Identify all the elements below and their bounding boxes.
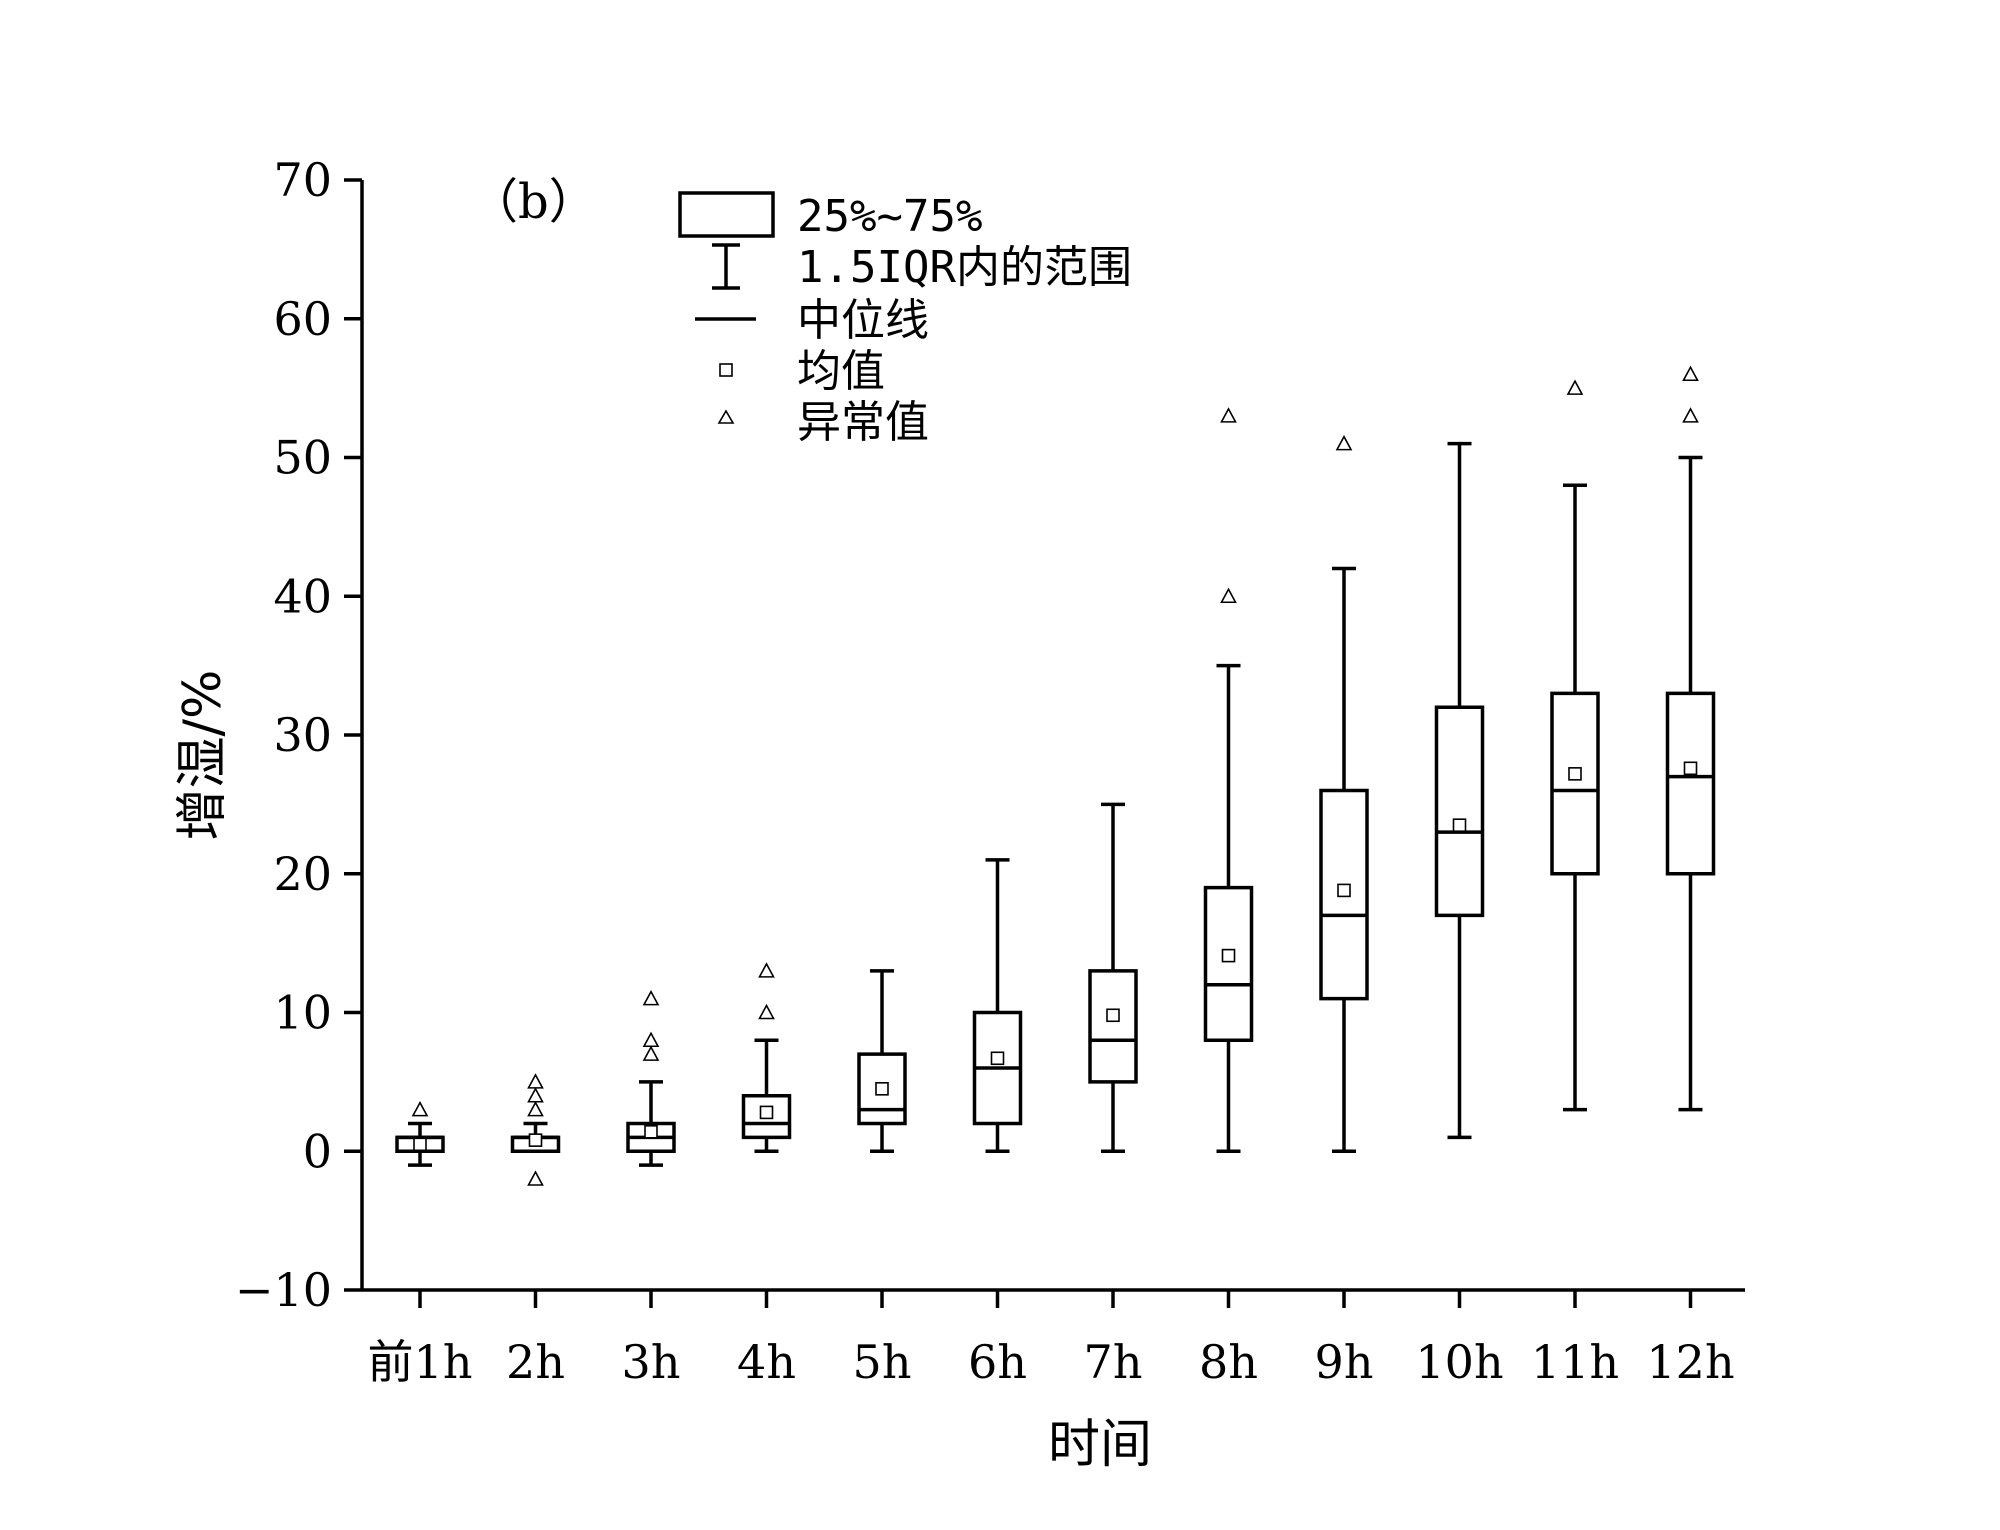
x-tick-label: 12h [1646,1335,1734,1389]
legend-mean-symbol [719,363,733,377]
outlier-marker [642,1031,660,1048]
y-tick-label: 70 [273,153,332,207]
iqr-box [1550,691,1600,876]
outlier-marker [411,1100,429,1117]
y-tick-label: 0 [303,1124,332,1178]
x-axis-title: 时间 [1048,1415,1152,1475]
x-tick-label: 2h [506,1335,565,1389]
x-tick-label: 6h [968,1335,1027,1389]
outlier-marker [527,1100,544,1117]
x-tick-label: 4h [737,1335,796,1389]
outlier-marker [1682,365,1699,382]
y-tick-label: −10 [235,1263,332,1317]
mean-marker [1568,767,1582,781]
mean-marker [644,1125,658,1139]
mean-marker [990,1051,1005,1066]
x-tick-label: 3h [622,1335,681,1389]
x-tick-label: 9h [1315,1335,1374,1389]
mean-marker [1337,883,1351,898]
outlier-marker [758,1003,775,1020]
x-tick-label: 7h [1084,1335,1143,1389]
y-axis-title: 增湿/% [173,670,233,841]
legend-outlier-symbol [717,409,735,424]
outlier-marker [642,1045,660,1061]
iqr-box [1434,705,1485,918]
legend-label-box: 25%~75% [797,191,982,242]
iqr-box [741,1094,792,1140]
y-tick-label: 10 [273,986,332,1040]
outlier-marker [1335,434,1353,451]
mean-marker [1221,948,1236,963]
mean-marker [759,1105,774,1120]
outlier-marker [1220,407,1237,423]
iqr-box [1665,691,1716,876]
y-tick-label: 60 [273,292,332,346]
outlier-marker [758,962,775,978]
outlier-marker [527,1087,544,1103]
iqr-box [1319,788,1369,1001]
outlier-marker [527,1073,544,1089]
mean-marker [1106,1008,1120,1023]
iqr-box [1088,969,1138,1084]
legend-label-mean: 均值 [797,346,885,397]
x-tick-label: 5h [853,1335,912,1389]
mean-marker [1683,761,1698,776]
legend: 25%~75% 1.5IQR内的范围 中位线 均值 异常值 [678,191,1132,448]
x-tick-label: 前1h [368,1335,473,1389]
outlier-marker [1220,587,1237,604]
x-tick-label: 11h [1531,1335,1619,1389]
mean-marker [1452,818,1467,832]
panel-label: （b） [470,174,597,230]
mean-marker [413,1137,427,1152]
mean-marker [528,1133,543,1147]
y-tick-label: 50 [273,431,332,485]
y-tick-label: 30 [273,708,332,762]
outlier-marker [642,989,660,1006]
legend-label-whisker: 1.5IQR内的范围 [797,242,1132,293]
plot-area: −10 0 10 20 30 40 50 60 70 前1h 2h 3h 4h 5h 6h 7h 8h 9h 10h… [235,153,1745,1389]
iqr-box [857,1052,907,1126]
iqr-box [1203,885,1254,1042]
y-tick-label: 40 [273,569,332,623]
outlier-marker [527,1170,544,1186]
legend-box-symbol [678,191,775,238]
legend-label-outlier: 异常值 [797,397,929,448]
outlier-marker [1682,407,1699,423]
y-tick-label: 20 [273,847,332,901]
outlier-marker [1566,379,1584,395]
legend-label-median: 中位线 [797,295,929,346]
mean-marker [875,1082,889,1096]
x-tick-label: 8h [1199,1335,1258,1389]
x-tick-label: 10h [1415,1335,1503,1389]
